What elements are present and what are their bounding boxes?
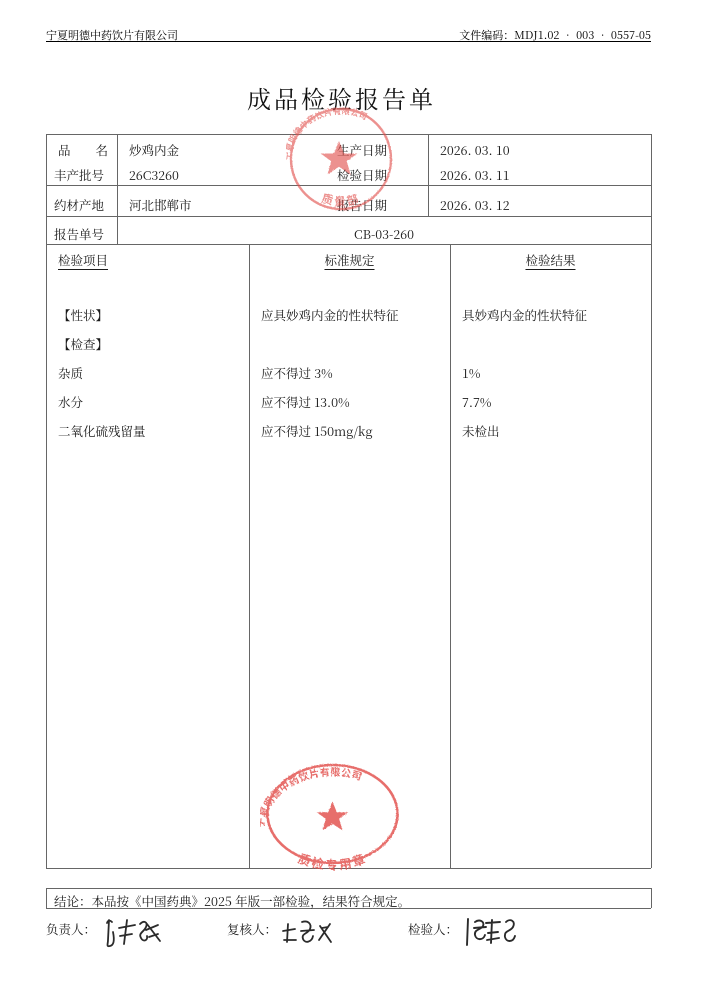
svg-text:宁夏明德中药饮片有限公司: 宁夏明德中药饮片有限公司 (286, 105, 370, 161)
svg-text:质量部: 质量部 (320, 190, 362, 209)
svg-text:质检专用章: 质检专用章 (296, 848, 370, 871)
svg-text:宁夏明德中药饮片有限公司: 宁夏明德中药饮片有限公司 (260, 763, 364, 828)
